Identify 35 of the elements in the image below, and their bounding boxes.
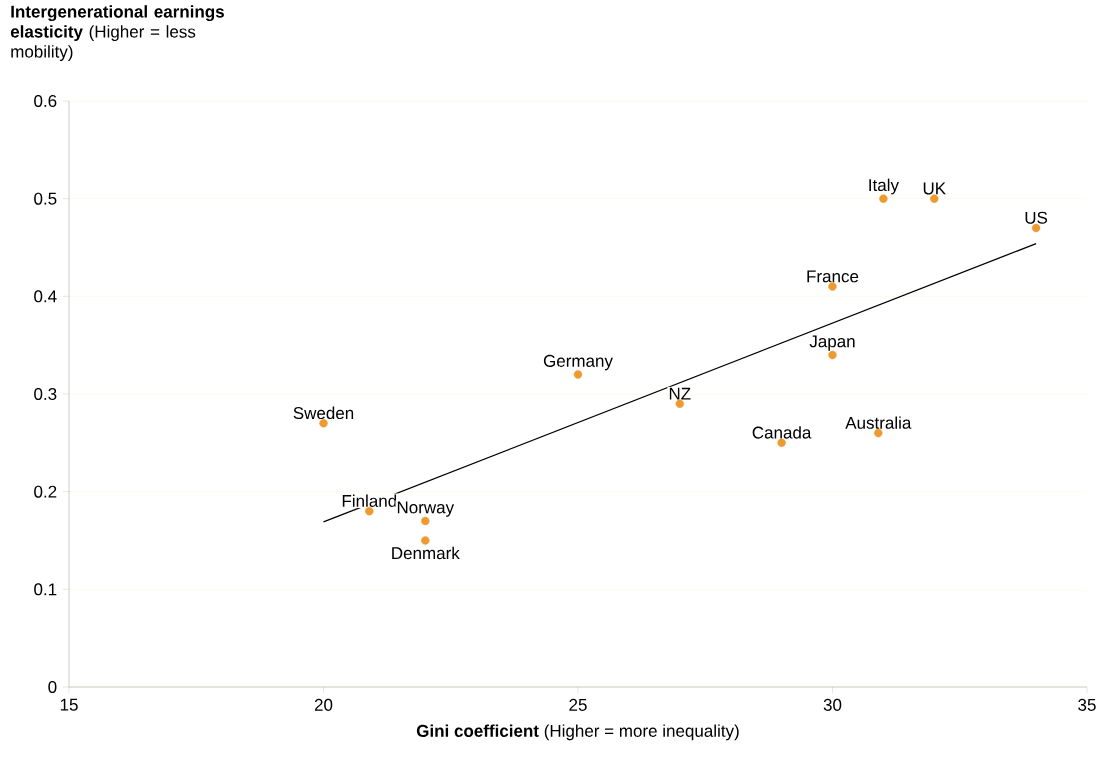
annotation: Norway bbox=[397, 501, 455, 517]
annotation: Italy bbox=[869, 178, 899, 195]
annotation: NZ bbox=[669, 387, 691, 400]
y-tick-label: 0 bbox=[48, 680, 57, 694]
annotation: France bbox=[807, 270, 859, 283]
annotation: Canada bbox=[752, 426, 812, 439]
annotation: Japan bbox=[809, 335, 855, 351]
point bbox=[365, 506, 374, 516]
x-tick-label: 25 bbox=[569, 698, 587, 711]
x-axis-title: Gini coefficient (Higher = more inequality) bbox=[416, 724, 739, 741]
y-tick-label: 0.6 bbox=[34, 94, 57, 108]
y-tick-label: 0.1 bbox=[34, 583, 57, 596]
y-tick-label: 0.4 bbox=[34, 290, 57, 303]
x-tick-label: 30 bbox=[823, 698, 842, 711]
annotation: Denmark bbox=[392, 546, 460, 560]
annotation: US bbox=[1025, 211, 1048, 224]
annotation: Finland bbox=[342, 494, 397, 507]
point bbox=[1031, 223, 1041, 233]
y-axis-title: Intergenerational earnings elasticity (Higher = less mobility) bbox=[10, 5, 224, 62]
point bbox=[421, 516, 430, 526]
point bbox=[421, 536, 430, 545]
point bbox=[319, 419, 328, 428]
point bbox=[777, 438, 786, 448]
y-tick-label: 0.3 bbox=[34, 387, 57, 401]
x-tick-label: 35 bbox=[1078, 698, 1096, 711]
point bbox=[874, 428, 883, 438]
annotation: Australia bbox=[845, 416, 912, 429]
annotation: Germany bbox=[543, 354, 613, 371]
annotation: Sweden bbox=[293, 406, 354, 420]
point bbox=[828, 350, 837, 360]
y-tick-label: 0.2 bbox=[34, 485, 57, 498]
x-tick-label: 15 bbox=[60, 698, 78, 711]
x-tick-label: 20 bbox=[314, 698, 333, 711]
annotation: UK bbox=[923, 182, 946, 195]
y-tick-label: 0.5 bbox=[34, 192, 57, 205]
